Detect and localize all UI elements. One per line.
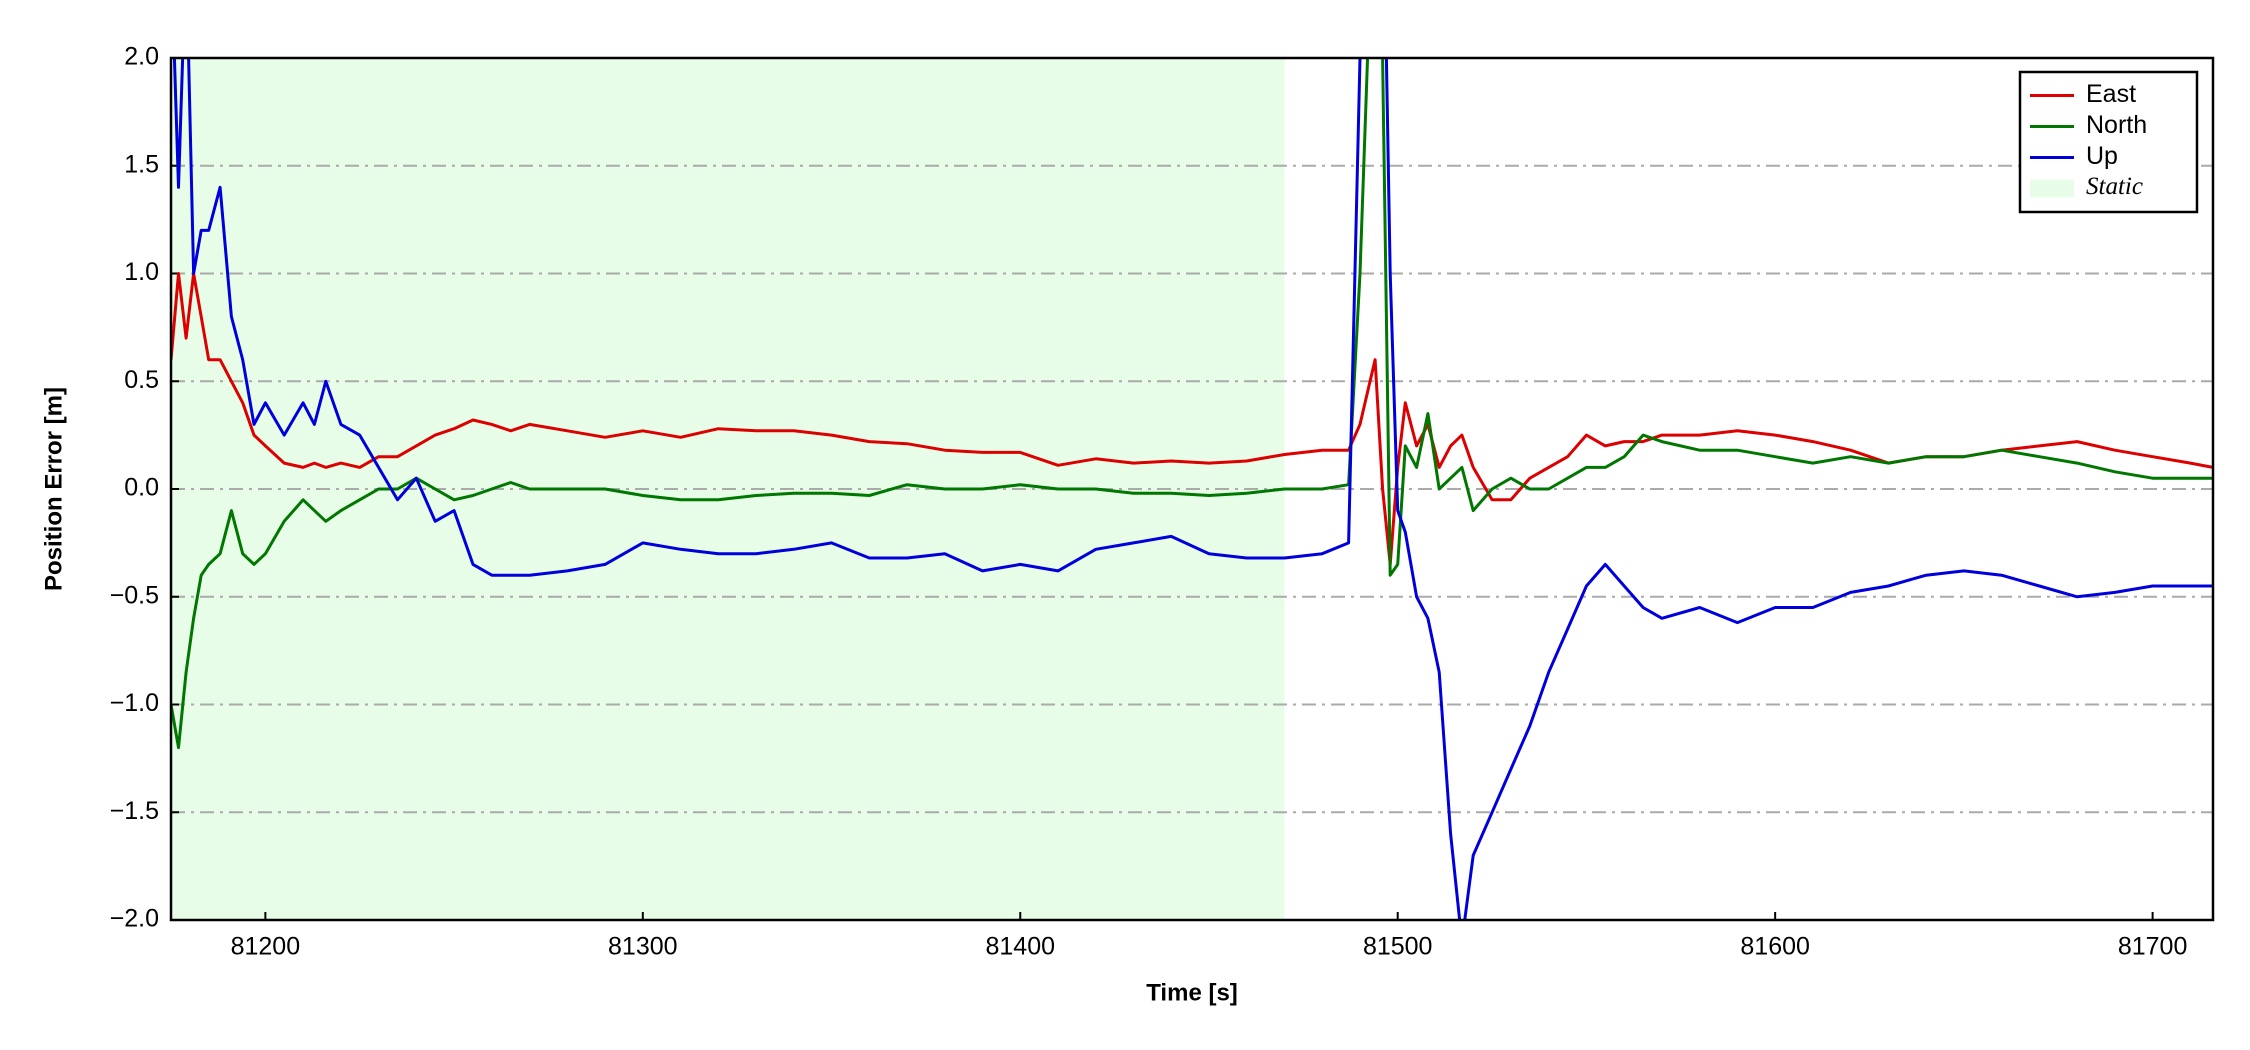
x-tick-label: 81400: [985, 933, 1055, 961]
y-tick-label: 1.0: [124, 258, 159, 286]
plot-frame: [169, 56, 2215, 922]
x-tick-label: 81600: [1740, 933, 1810, 961]
legend-label: Static: [2086, 173, 2143, 200]
legend-label: East: [2086, 80, 2136, 108]
y-tick-label: −2.0: [110, 905, 159, 933]
y-tick-label: 0.5: [124, 366, 159, 394]
legend-label: Up: [2086, 142, 2118, 170]
legend: East North Up Static: [2018, 70, 2199, 214]
series-line: [172, 58, 2213, 920]
x-tick-label: 81300: [608, 933, 678, 961]
x-tick-label: 81700: [2118, 933, 2188, 961]
x-axis-label: Time [s]: [1146, 979, 1238, 1006]
y-tick-label: −1.0: [110, 689, 159, 717]
legend-label: North: [2086, 111, 2147, 139]
y-tick-label: −1.5: [110, 797, 159, 825]
y-tick-label: 2.0: [124, 43, 159, 71]
plot-lines: [171, 58, 2213, 920]
series-line: [171, 58, 2213, 750]
y-axis-label: Position Error [m]: [40, 387, 67, 591]
y-tick-label: 1.5: [124, 150, 159, 178]
x-tick-label: 81200: [231, 933, 301, 961]
x-tick-label: 81500: [1363, 933, 1433, 961]
legend-swatch: [2030, 179, 2074, 198]
y-tick-label: −0.5: [110, 581, 159, 609]
y-tick-label: 0.0: [124, 474, 159, 502]
series-line: [171, 272, 2213, 566]
